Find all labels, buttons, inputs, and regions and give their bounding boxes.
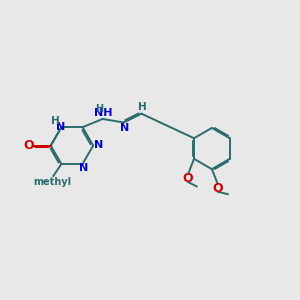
Text: O: O — [212, 182, 223, 195]
Text: NH: NH — [94, 108, 112, 118]
Text: methyl: methyl — [33, 177, 71, 187]
Text: N: N — [56, 122, 65, 132]
Text: H: H — [95, 104, 103, 114]
Text: N: N — [94, 140, 103, 150]
Text: N: N — [120, 123, 129, 134]
Text: O: O — [23, 139, 34, 152]
Text: O: O — [183, 172, 194, 185]
Text: N: N — [80, 164, 89, 173]
Text: H: H — [50, 116, 59, 126]
Text: H: H — [138, 102, 147, 112]
